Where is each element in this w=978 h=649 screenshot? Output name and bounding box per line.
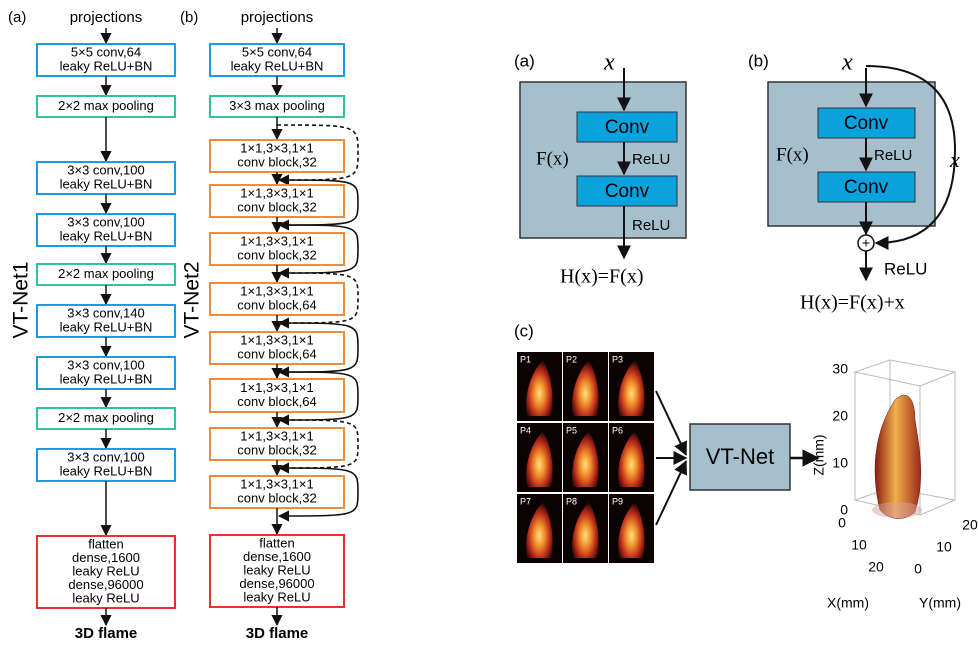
axis-label: Z(mm) (811, 434, 827, 475)
flame-3d (875, 395, 921, 518)
layer-text: conv block,32 (237, 442, 317, 457)
z-tick-label: 30 (832, 361, 848, 377)
arrow (656, 391, 686, 455)
projection-label: P2 (566, 354, 577, 364)
function-label: F(x) (536, 148, 569, 169)
y-tick-label: 10 (936, 539, 952, 555)
conv-label: Conv (605, 181, 650, 202)
layer-text: 3×3 conv,100 (67, 162, 144, 177)
projection-label: P8 (566, 496, 577, 506)
output-label: 3D flame (246, 625, 309, 642)
residual-a: (a) x Conv ReLU Conv ReLU F(x) H(x)=F(x) (514, 50, 686, 288)
layer-text: conv block,32 (237, 154, 317, 169)
pipeline: (c) VT-Net Z(mm) X(mm) Y(mm) P1 P2 P3 P4 P5 P… (514, 321, 978, 610)
layer-text: 2×2 max pooling (58, 410, 154, 425)
arrow (656, 461, 686, 525)
network-name: VT-Net1 (10, 261, 33, 338)
layer-text: conv block,64 (237, 394, 317, 409)
skip-label: x (949, 147, 960, 172)
layer-text: 1×1,3×3,1×1 (240, 185, 313, 200)
flame-base (872, 502, 922, 518)
equation: H(x)=F(x) (560, 266, 644, 288)
layer-text: 2×2 max pooling (58, 98, 154, 113)
input-label: projections (70, 9, 143, 26)
layer-text: conv block,32 (237, 247, 317, 262)
conv-label: Conv (605, 117, 650, 138)
output-label: 3D flame (75, 625, 138, 642)
axis-label: Y(mm) (919, 595, 961, 611)
conv-label: Conv (844, 177, 889, 198)
conv-label: Conv (844, 113, 889, 134)
projection-label: P4 (520, 425, 531, 435)
relu-label: ReLU (632, 151, 670, 168)
layer-text: 1×1,3×3,1×1 (240, 380, 313, 395)
relu-label: ReLU (632, 217, 670, 234)
network-name: VT-Net2 (181, 261, 204, 338)
layer-text: 1×1,3×3,1×1 (240, 233, 313, 248)
panel-label: (c) (514, 321, 534, 340)
projection-label: P1 (520, 354, 531, 364)
projection-label: P3 (612, 354, 623, 364)
input-label: x (841, 50, 853, 76)
y-tick-label: 0 (914, 561, 922, 577)
layer-text: 3×3 max pooling (229, 98, 325, 113)
layer-text: leaky ReLU (72, 590, 139, 605)
layer-text: leaky ReLU+BN (60, 371, 153, 386)
panel-label: (a) (8, 9, 26, 26)
architectures: (a)projectionsVT-Net15×5 conv,64leaky Re… (8, 9, 358, 642)
layer-text: 5×5 conv,64 (71, 44, 141, 59)
layer-text: 1×1,3×3,1×1 (240, 428, 313, 443)
layer-text: conv block,32 (237, 490, 317, 505)
axis-label: X(mm) (827, 595, 869, 611)
plus-sign: + (862, 235, 870, 251)
layer-text: leaky ReLU+BN (60, 319, 153, 334)
x-tick-label: 10 (851, 537, 867, 553)
function-label: F(x) (776, 144, 809, 165)
layer-text: 1×1,3×3,1×1 (240, 140, 313, 155)
layer-text: 5×5 conv,64 (242, 44, 312, 59)
layer-text: leaky ReLU+BN (231, 58, 324, 73)
network-label: VT-Net (706, 444, 774, 469)
x-tick-label: 0 (838, 515, 846, 531)
layer-text: 3×3 conv,100 (67, 357, 144, 372)
layer-text: leaky ReLU+BN (60, 176, 153, 191)
layer-text: 1×1,3×3,1×1 (240, 283, 313, 298)
layer-text: 3×3 conv,140 (67, 305, 144, 320)
input-label: x (603, 50, 615, 76)
panel-label: (b) (748, 51, 769, 70)
network-column: (a)projectionsVT-Net15×5 conv,64leaky Re… (8, 9, 175, 642)
projection-label: P6 (612, 425, 623, 435)
projection-label: P7 (520, 496, 531, 506)
layer-text: leaky ReLU (243, 589, 310, 604)
panel-label: (b) (180, 9, 198, 26)
equation: H(x)=F(x)+x (800, 292, 905, 314)
layer-text: 1×1,3×3,1×1 (240, 476, 313, 491)
layer-text: leaky ReLU+BN (60, 58, 153, 73)
layer-text: conv block,64 (237, 346, 317, 361)
projection-label: P9 (612, 496, 623, 506)
layer-text: 3×3 conv,100 (67, 449, 144, 464)
z-tick-label: 20 (832, 408, 848, 424)
layer-text: leaky ReLU+BN (60, 228, 153, 243)
x-tick-label: 20 (868, 559, 884, 575)
layer-text: 3×3 conv,100 (67, 214, 144, 229)
figure: (a) x Conv ReLU Conv ReLU F(x) H(x)=F(x)… (0, 0, 978, 644)
relu-label: ReLU (884, 259, 927, 278)
y-tick-label: 20 (962, 517, 978, 533)
relu-label: ReLU (874, 147, 912, 164)
input-label: projections (241, 9, 314, 26)
layer-text: 1×1,3×3,1×1 (240, 332, 313, 347)
layer-text: conv block,32 (237, 199, 317, 214)
layer-text: leaky ReLU+BN (60, 463, 153, 478)
z-tick-label: 10 (832, 455, 848, 471)
panel-label: (a) (514, 51, 535, 70)
layer-text: conv block,64 (237, 297, 317, 312)
layer-text: 2×2 max pooling (58, 266, 154, 281)
residual-b: (b) x Conv ReLU Conv + x ReLU F(x) H(x)=… (748, 50, 960, 314)
projection-label: P5 (566, 425, 577, 435)
